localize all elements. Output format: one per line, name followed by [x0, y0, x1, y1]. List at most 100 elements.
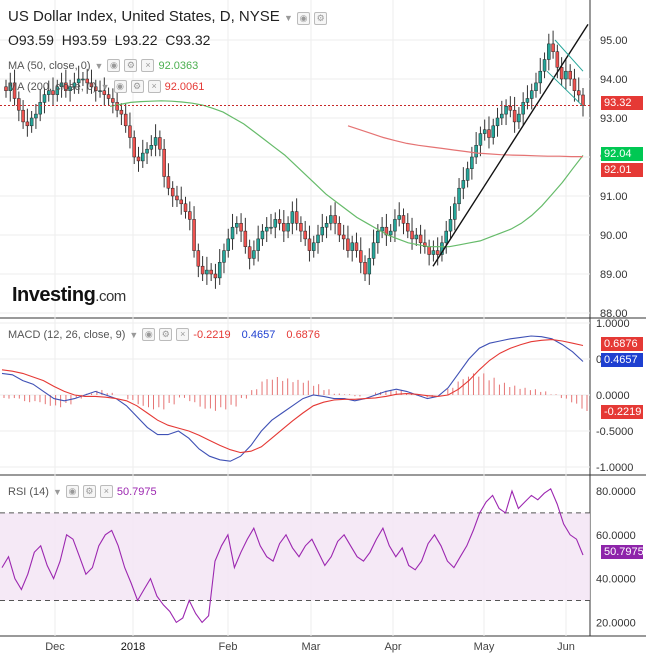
candle-body [564, 70, 568, 80]
macd-line [1, 335, 584, 462]
candle-body [123, 113, 128, 127]
x-tick-label: Feb [219, 641, 238, 653]
candle-body [119, 109, 124, 115]
close-icon[interactable]: × [147, 80, 161, 93]
candle-body [72, 82, 77, 88]
candle-body [235, 223, 239, 228]
y-tick-label: 0.0000 [596, 390, 630, 402]
candle-body [252, 250, 256, 259]
candle-body [329, 215, 333, 224]
candle-body [29, 117, 34, 127]
candle-body [55, 86, 60, 95]
candle-body [141, 152, 145, 162]
y-tick-label: 94.00 [600, 74, 628, 86]
macd-signal-value: 0.6876 [286, 328, 321, 341]
gear-icon[interactable]: ⚙ [82, 485, 96, 498]
candle-body [470, 156, 474, 169]
candle-body [427, 246, 431, 255]
candle-body [542, 59, 547, 72]
ma200-legend: MA (200, close, 0) ▼ ◉ ⚙ × 92.0061 [8, 80, 204, 93]
ma50-dropdown-icon[interactable]: ▼ [94, 60, 104, 71]
candle-body [380, 226, 384, 232]
candle-body [21, 109, 25, 123]
candle-body [196, 250, 201, 267]
candle-body [175, 195, 179, 201]
candle-body [247, 246, 252, 259]
eye-icon[interactable]: ◉ [107, 59, 121, 72]
candle-body [273, 219, 278, 228]
candle-body [555, 51, 560, 68]
candle-body [453, 203, 457, 220]
ohlc-open: O93.59 [8, 32, 54, 48]
candle-body [290, 211, 295, 224]
candle-body [294, 211, 299, 224]
candle-body [320, 226, 325, 236]
close-icon[interactable]: × [99, 485, 113, 498]
y-tick-label: 95.00 [600, 35, 628, 47]
candle-body [46, 90, 51, 95]
candle-body [525, 98, 530, 103]
candle-body [350, 242, 354, 251]
candle-body [333, 215, 337, 224]
close-icon[interactable]: × [141, 59, 155, 72]
candle-body [205, 269, 209, 275]
eye-icon[interactable]: ◉ [297, 12, 311, 25]
candle-body [307, 238, 312, 251]
candle-body [226, 238, 231, 251]
y-tick-label: 91.00 [600, 191, 628, 203]
candle-body [431, 250, 436, 255]
ma200-dropdown-icon[interactable]: ▼ [100, 81, 110, 92]
candle-body [89, 82, 94, 88]
candle-body [239, 223, 243, 232]
x-tick-label: 2018 [121, 641, 145, 653]
ohlc-high: H93.59 [61, 32, 107, 48]
ma50-label: MA (50, close, 0) [8, 59, 91, 72]
close-icon[interactable]: × [176, 328, 190, 341]
candle-body [76, 78, 81, 84]
y-tick-label: 1.0000 [596, 318, 630, 330]
trendline [432, 24, 589, 267]
title-dropdown-icon[interactable]: ▼ [283, 13, 293, 23]
candle-body [504, 106, 508, 115]
candle-body [68, 86, 72, 91]
gear-icon[interactable]: ⚙ [124, 59, 138, 72]
eye-icon[interactable]: ◉ [65, 485, 79, 498]
macd-legend: MACD (12, 26, close, 9) ▼ ◉ ⚙ × -0.2219 … [8, 328, 320, 341]
candle-body [444, 230, 448, 244]
gear-icon[interactable]: ⚙ [159, 328, 173, 341]
gear-icon[interactable]: ⚙ [314, 12, 328, 25]
eye-icon[interactable]: ◉ [142, 328, 156, 341]
candle-body [388, 230, 393, 236]
candle-body [153, 137, 158, 146]
candle-body [478, 133, 483, 146]
candle-body [418, 234, 423, 244]
candle-body [170, 187, 175, 197]
flag-line [546, 70, 584, 107]
candle-body [102, 90, 107, 95]
candle-body [393, 219, 397, 232]
candle-body [384, 226, 389, 236]
candle-body [568, 70, 572, 80]
candle-body [217, 262, 222, 279]
eye-icon[interactable]: ◉ [113, 80, 127, 93]
rsi-dropdown-icon[interactable]: ▼ [52, 486, 62, 497]
macd-signal-line [1, 339, 584, 454]
candle-body [192, 219, 196, 251]
gear-icon[interactable]: ⚙ [130, 80, 144, 93]
candle-body [371, 242, 376, 259]
macd-line-tag: 0.4657 [601, 353, 643, 367]
ma50-value: 92.0363 [158, 59, 199, 72]
candle-body [136, 156, 141, 162]
macd-hist-tag: -0.2219 [601, 405, 643, 419]
candle-body [230, 226, 235, 240]
x-tick-label: Mar [302, 641, 321, 653]
macd-dropdown-icon[interactable]: ▼ [129, 329, 139, 340]
candle-body [162, 148, 166, 177]
candle-body [448, 219, 453, 232]
y-tick-label: 60.0000 [596, 530, 636, 542]
candle-body [81, 78, 85, 81]
candle-body [64, 82, 68, 91]
ohlc-close: C93.32 [165, 32, 211, 48]
